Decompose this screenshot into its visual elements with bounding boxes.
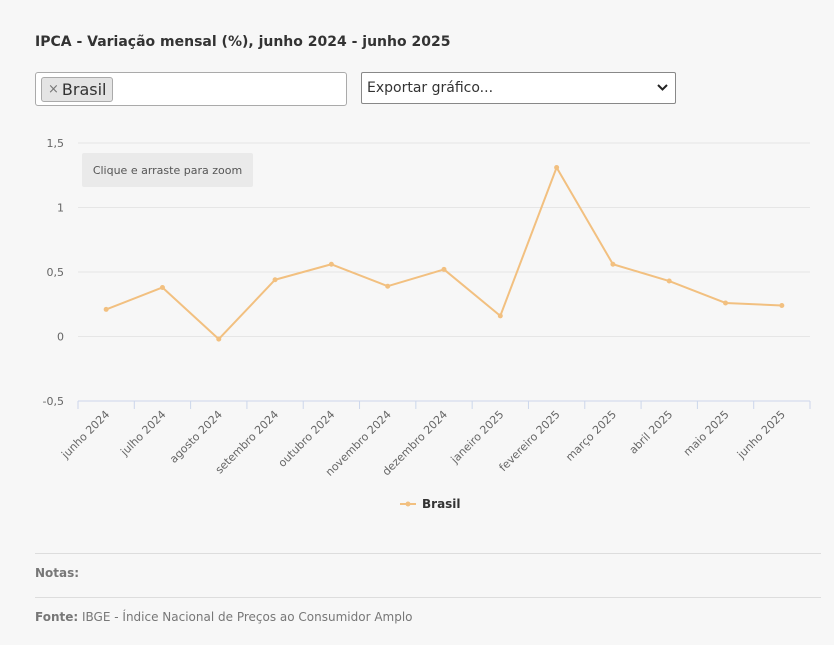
export-chart-select[interactable]: Exportar gráfico... xyxy=(361,72,676,104)
y-axis-tick-labels: -0,5 0 0,5 1 1,5 xyxy=(43,137,64,408)
source-label: Fonte: xyxy=(35,610,79,624)
region-filter-input[interactable]: × Brasil xyxy=(35,72,347,106)
x-tick-label: abril 2025 xyxy=(627,408,676,457)
x-tick-label: maio 2025 xyxy=(681,408,732,459)
zoom-hint-text: Clique e arraste para zoom xyxy=(93,164,242,177)
data-point[interactable] xyxy=(779,303,785,309)
y-tick-label: 1,5 xyxy=(47,137,65,150)
grid-lines xyxy=(78,142,810,337)
chart-title: IPCA - Variação mensal (%), junho 2024 -… xyxy=(35,34,451,50)
data-point[interactable] xyxy=(159,284,165,290)
line-chart[interactable]: -0,5 0 0,5 1 1,5 junho 2024 julho 2024agosto … xyxy=(0,120,834,520)
source-text: IBGE - Índice Nacional de Preços ao Cons… xyxy=(82,610,413,624)
region-tag-label: Brasil xyxy=(61,80,107,99)
y-tick-label: 0 xyxy=(57,331,64,344)
export-chart-selected: Exportar gráfico... xyxy=(367,80,494,96)
data-point[interactable] xyxy=(441,266,447,272)
data-point[interactable] xyxy=(385,283,391,289)
data-point[interactable] xyxy=(272,277,278,283)
x-tick-label: março 2025 xyxy=(563,408,619,464)
y-tick-label: 0,5 xyxy=(47,266,65,279)
chevron-down-icon xyxy=(657,84,668,91)
y-tick-label: -0,5 xyxy=(43,395,64,408)
legend-item-brasil: Brasil xyxy=(422,497,461,511)
data-point[interactable] xyxy=(328,261,334,267)
x-tick-label: julho 2024 xyxy=(117,408,168,459)
divider xyxy=(35,597,821,598)
region-tag[interactable]: × Brasil xyxy=(41,77,113,102)
data-point[interactable] xyxy=(666,278,672,284)
legend[interactable]: Brasil xyxy=(400,497,461,511)
data-point[interactable] xyxy=(723,300,729,306)
x-tick-label: agosto 2024 xyxy=(167,408,225,466)
data-point[interactable] xyxy=(497,313,503,319)
remove-tag-icon[interactable]: × xyxy=(48,82,59,97)
notes-label: Notas: xyxy=(35,566,80,580)
source-line: Fonte: IBGE - Índice Nacional de Preços … xyxy=(35,610,413,624)
legend-marker xyxy=(405,501,411,507)
series-group[interactable] xyxy=(103,165,785,342)
series-line-brasil[interactable] xyxy=(105,166,782,341)
data-point[interactable] xyxy=(554,165,560,171)
data-point[interactable] xyxy=(103,306,109,312)
x-axis xyxy=(77,400,811,409)
divider xyxy=(35,553,821,554)
y-tick-label: 1 xyxy=(57,202,64,215)
x-tick-label: junho 2024 xyxy=(58,408,112,462)
data-point[interactable] xyxy=(610,261,616,267)
x-tick-label: outubro 2024 xyxy=(276,408,338,470)
x-tick-label: janeiro 2025 xyxy=(448,408,507,467)
zoom-hint: Clique e arraste para zoom xyxy=(82,153,253,187)
data-point[interactable] xyxy=(216,336,222,342)
x-tick-label: fevereiro 2025 xyxy=(497,408,563,474)
x-tick-label: junho 2025 xyxy=(734,408,788,462)
